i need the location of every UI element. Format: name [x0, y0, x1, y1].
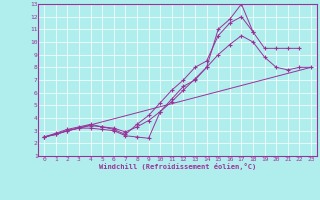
X-axis label: Windchill (Refroidissement éolien,°C): Windchill (Refroidissement éolien,°C) [99, 163, 256, 170]
